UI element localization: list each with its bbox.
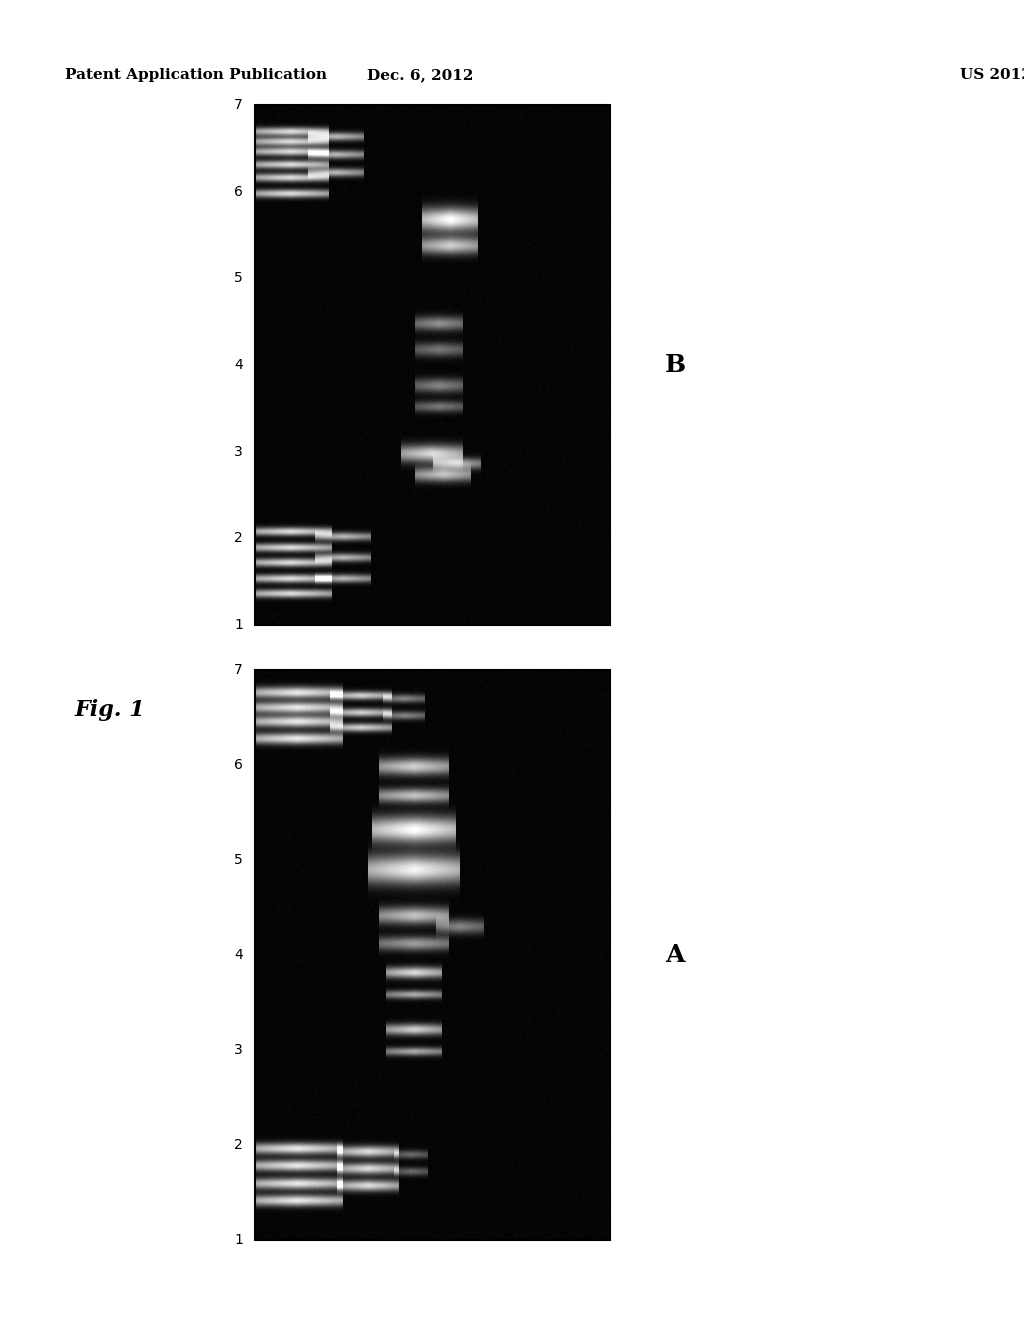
Text: B: B xyxy=(665,352,686,378)
Text: 5: 5 xyxy=(234,853,243,867)
Text: 5: 5 xyxy=(234,272,243,285)
Text: US 2012/0309069 A1: US 2012/0309069 A1 xyxy=(961,69,1024,82)
Text: 7: 7 xyxy=(234,663,243,677)
Text: 7: 7 xyxy=(234,98,243,112)
Bar xyxy=(255,106,610,624)
Text: Dec. 6, 2012: Dec. 6, 2012 xyxy=(367,69,473,82)
Text: 1: 1 xyxy=(234,618,243,632)
Bar xyxy=(255,671,610,1239)
Text: 2: 2 xyxy=(234,532,243,545)
Text: Patent Application Publication: Patent Application Publication xyxy=(65,69,327,82)
Text: 3: 3 xyxy=(234,445,243,458)
Text: 6: 6 xyxy=(234,758,243,772)
Text: 2: 2 xyxy=(234,1138,243,1152)
Text: 3: 3 xyxy=(234,1043,243,1057)
Text: 1: 1 xyxy=(234,1233,243,1247)
Text: 4: 4 xyxy=(234,948,243,962)
Text: 6: 6 xyxy=(234,185,243,199)
Text: Fig. 1: Fig. 1 xyxy=(75,700,145,721)
Text: A: A xyxy=(665,942,684,968)
Text: 4: 4 xyxy=(234,358,243,372)
